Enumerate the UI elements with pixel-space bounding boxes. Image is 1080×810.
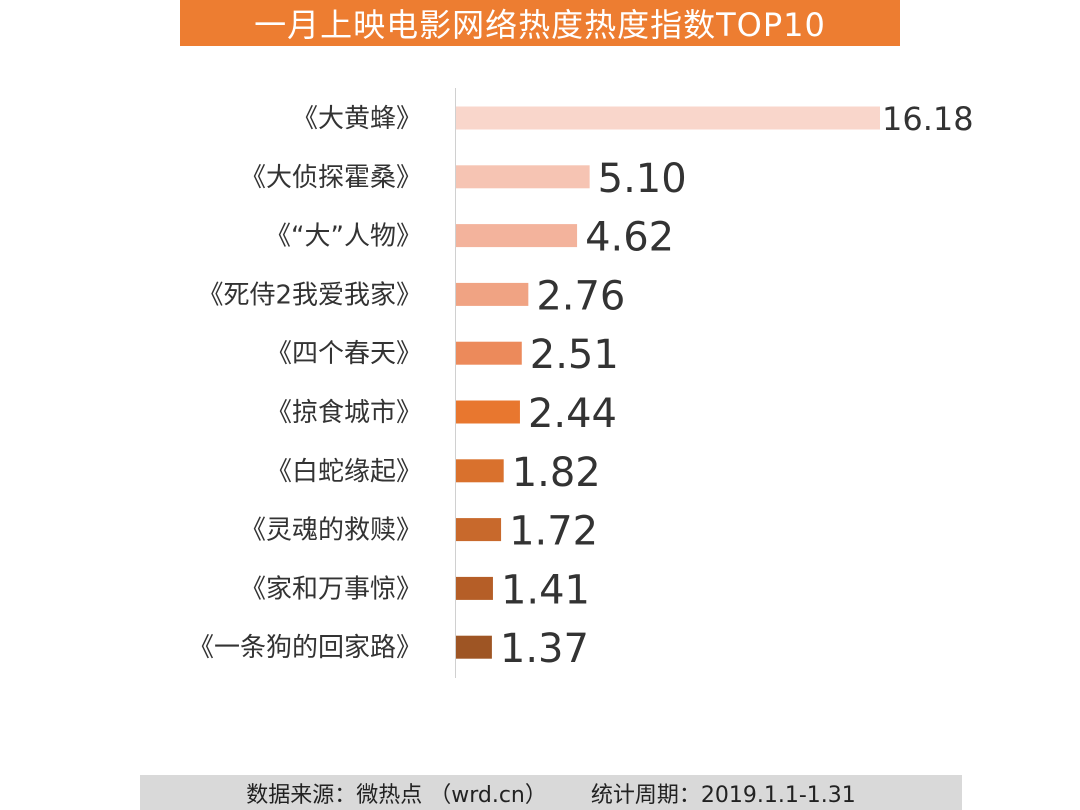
data-source-text: 数据来源：微热点 （wrd.cn）	[246, 782, 547, 808]
category-label: 《“大”人物》	[265, 222, 422, 252]
category-label: 《大侦探霍桑》	[240, 163, 422, 193]
bar	[456, 165, 590, 189]
title-banner: 一月上映电影网络热度热度指数TOP10	[180, 0, 900, 46]
value-label: 5.10	[598, 156, 687, 202]
value-label: 1.37	[500, 626, 589, 672]
value-label: 2.44	[528, 391, 617, 437]
value-label: 2.76	[536, 273, 625, 319]
bar	[456, 224, 578, 248]
category-label: 《白蛇缘起》	[266, 457, 422, 487]
period-text: 统计周期：2019.1.1-1.31	[590, 782, 856, 808]
bar	[456, 576, 493, 600]
value-label: 2.51	[530, 332, 619, 378]
category-label: 《四个春天》	[266, 339, 422, 369]
category-label: 《一条狗的回家路》	[188, 633, 422, 663]
bar	[456, 341, 522, 365]
value-label: 4.62	[585, 215, 674, 261]
bar	[456, 635, 492, 659]
bar	[456, 400, 520, 424]
category-label: 《掠食城市》	[266, 398, 422, 428]
bar-chart: 《大黄蜂》 16.18 《大侦探霍桑》 5.10 《“大”人物》 4.62 《死侍2我爱我家…	[188, 88, 974, 678]
category-label: 《灵魂的救赎》	[240, 516, 422, 546]
value-label: 1.72	[509, 509, 598, 555]
value-label: 1.41	[501, 567, 590, 613]
category-label: 《死侍2我爱我家》	[197, 280, 422, 310]
bar	[456, 282, 529, 306]
category-label: 《大黄蜂》	[292, 104, 422, 134]
value-label: 1.82	[512, 450, 601, 496]
bar	[456, 518, 502, 542]
chart-title: 一月上映电影网络热度热度指数TOP10	[254, 6, 826, 44]
bar	[456, 459, 504, 483]
footer-bar: 数据来源：微热点 （wrd.cn） 统计周期：2019.1.1-1.31	[140, 775, 962, 810]
value-label: 16.18	[882, 100, 974, 138]
category-label: 《家和万事惊》	[240, 574, 422, 604]
bar	[456, 106, 880, 130]
